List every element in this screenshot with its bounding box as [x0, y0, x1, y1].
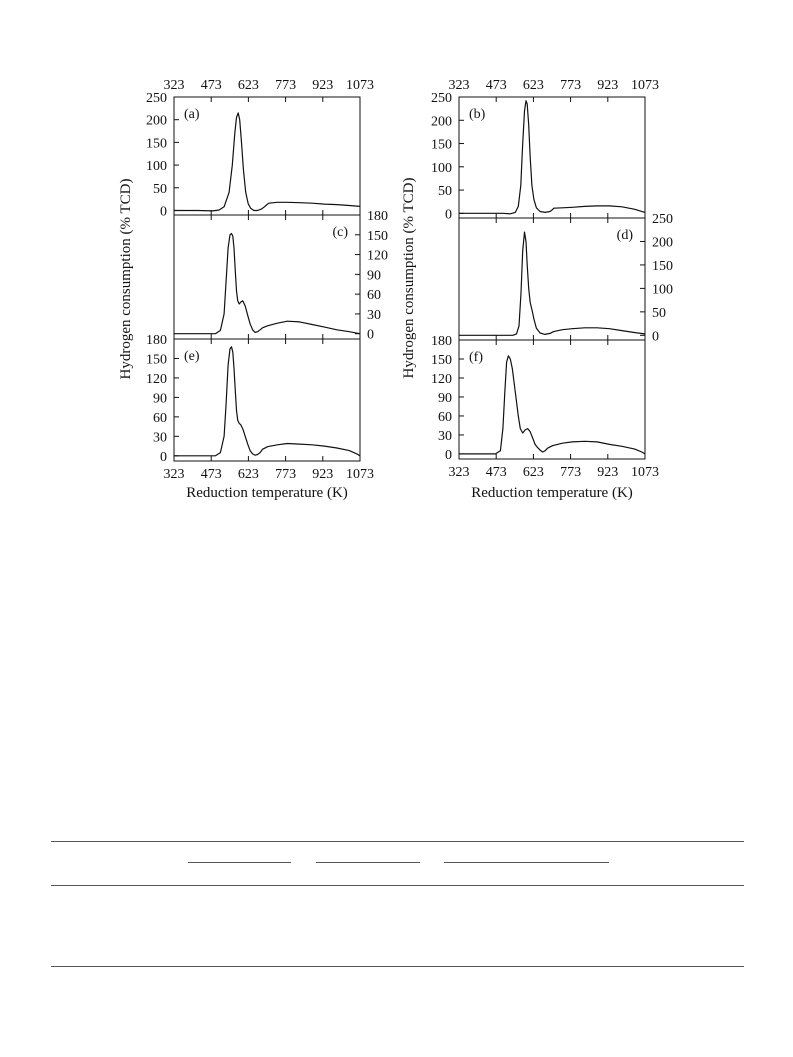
table-header-rule	[51, 885, 744, 886]
chart-1-panel-2-ytick-label: 60	[367, 288, 381, 303]
chart-1-panel-1-frame	[173, 96, 361, 216]
chart-2-panel-3-xtick-label-bottom: 623	[523, 465, 544, 480]
chart-1-panel-1-ytick-label: 200	[146, 114, 167, 129]
chart-1-panel-2-ytick-label: 120	[367, 249, 388, 264]
table-bottom-rule	[51, 966, 744, 967]
chart-2-panel-3-label: (f)	[469, 350, 483, 365]
chart-2-panel-3-xtick-label-bottom: 923	[597, 465, 618, 480]
chart-2-panel-3-ytick-label: 60	[438, 410, 452, 425]
chart-1-ylabel: Hydrogen consumption (% TCD)	[118, 179, 134, 380]
chart-2-panel-3-ytick-label: 30	[438, 429, 452, 444]
chart-1-panel-2-ytick-label: 0	[367, 328, 374, 343]
chart-2-panel-2-label: (d)	[617, 228, 634, 243]
chart-1-panel-3-xtick-label-bottom: 773	[275, 467, 296, 482]
chart-1-panel-3-label: (e)	[184, 349, 200, 364]
chart-1-panel-2-ytick-label: 30	[367, 308, 381, 323]
chart-1-panel-1-ytick-label: 100	[146, 159, 167, 174]
chart-1-panel-3-ytick-label: 90	[153, 391, 167, 406]
chart-1-panel-3-ytick-label: 60	[153, 411, 167, 426]
table-column-group-rule-1	[188, 862, 291, 863]
chart-2-panel-1-ytick-label: 250	[431, 91, 452, 106]
chart-2-panel-1-ytick-label: 100	[431, 161, 452, 176]
table-top-rule	[51, 841, 744, 842]
chart-1-panel-2-ytick-label: 180	[367, 209, 388, 224]
chart-1-panel-1-ytick-label: 50	[153, 182, 167, 197]
chart-1-panel-3-ytick-label: 180	[146, 333, 167, 348]
chart-2-panel-3-frame	[458, 339, 646, 460]
chart-1-panel-1-xtick-label-top: 473	[201, 78, 222, 93]
chart-2-panel-2-ytick-label: 200	[652, 235, 673, 250]
chart-1-panel-1-ytick-label: 0	[160, 204, 167, 219]
chart-2-panel-3-xtick-label-bottom: 473	[486, 465, 507, 480]
chart-2-panel-1-xtick-label-top: 323	[449, 78, 470, 93]
chart-2-panel-1-ytick-label: 50	[438, 184, 452, 199]
chart-2-panel-2-ytick-label: 0	[652, 329, 659, 344]
table-column-group-rule-2	[316, 862, 420, 863]
chart-1-panel-1-xtick-label-top: 323	[164, 78, 185, 93]
chart-2-panel-3-ytick-label: 180	[431, 334, 452, 349]
chart-1-panel-3-ytick-label: 150	[146, 352, 167, 367]
chart-1-panel-2-label: (c)	[332, 225, 348, 240]
chart-1-panel-1-xtick-label-top: 623	[238, 78, 259, 93]
chart-2-panel-1-frame	[458, 96, 646, 219]
chart-2-panel-3-ytick-label: 90	[438, 391, 452, 406]
chart-2-panel-2-ytick-label: 250	[652, 212, 673, 227]
chart-1-panel-3-ytick-label: 120	[146, 372, 167, 387]
chart-2-panel-1-ytick-label: 150	[431, 138, 452, 153]
chart-2-ylabel: Hydrogen consumption (% TCD)	[401, 178, 417, 379]
chart-2-panel-2-series-line	[459, 231, 646, 336]
chart-2-panel-1-ytick-label: 200	[431, 114, 452, 129]
chart-2-panel-3-xtick-label-bottom: 1073	[631, 465, 659, 480]
chart-1-panel-3-ytick-label: 30	[153, 430, 167, 445]
chart-2-panel-1-xtick-label-top: 923	[597, 78, 618, 93]
chart-2-panel-3-ytick-label: 150	[431, 353, 452, 368]
chart-1-panel-3-xtick-label-bottom: 1073	[346, 467, 374, 482]
chart-1-panel-3-series-line	[174, 346, 361, 457]
chart-2-panel-1-xtick-label-top: 623	[523, 78, 544, 93]
chart-2-panel-3-ytick-label: 120	[431, 372, 452, 387]
chart-2-panel-1-series-line	[459, 100, 646, 215]
chart-1-panel-2-ytick-label: 90	[367, 268, 381, 283]
chart-1-panel-3-xtick-label-bottom: 623	[238, 467, 259, 482]
chart-1-panel-1-xtick-label-top: 773	[275, 78, 296, 93]
chart-1-panel-1-xtick-label-top: 1073	[346, 78, 374, 93]
chart-1-panel-3-xtick-label-bottom: 473	[201, 467, 222, 482]
chart-1-panel-3-ytick-label: 0	[160, 450, 167, 465]
chart-1-panel-1-ytick-label: 150	[146, 136, 167, 151]
chart-2-panel-1-xtick-label-top: 473	[486, 78, 507, 93]
chart-2-panel-3-ytick-label: 0	[445, 448, 452, 463]
chart-1-panel-1-ytick-label: 250	[146, 91, 167, 106]
chart-1-panel-3-xtick-label-bottom: 923	[312, 467, 333, 482]
chart-1-panel-1-series-line	[174, 112, 361, 212]
chart-1-panel-3-frame	[173, 338, 361, 462]
chart-2-panel-1-ytick-label: 0	[445, 207, 452, 222]
chart-1-panel-3-xtick-label-bottom: 323	[164, 467, 185, 482]
chart-2-panel-2-ytick-label: 100	[652, 282, 673, 297]
table-column-group-rule-3	[444, 862, 609, 863]
chart-2-panel-1-xtick-label-top: 1073	[631, 78, 659, 93]
chart-1-panel-2-ytick-label: 150	[367, 229, 388, 244]
chart-2-panel-3-xtick-label-bottom: 323	[449, 465, 470, 480]
chart-2-panel-3-series-line	[459, 355, 646, 455]
chart-1-panel-1-label: (a)	[184, 107, 200, 122]
chart-1-xlabel: Reduction temperature (K)	[186, 485, 348, 501]
chart-2-xlabel: Reduction temperature (K)	[471, 485, 633, 501]
chart-1-panel-2-series-line	[174, 232, 361, 335]
chart-2-panel-3-xtick-label-bottom: 773	[560, 465, 581, 480]
chart-2-panel-2-ytick-label: 150	[652, 259, 673, 274]
chart-2-panel-1-xtick-label-top: 773	[560, 78, 581, 93]
chart-1-panel-1-xtick-label-top: 923	[312, 78, 333, 93]
chart-2-panel-1-label: (b)	[469, 107, 486, 122]
chart-2-panel-2-ytick-label: 50	[652, 306, 666, 321]
